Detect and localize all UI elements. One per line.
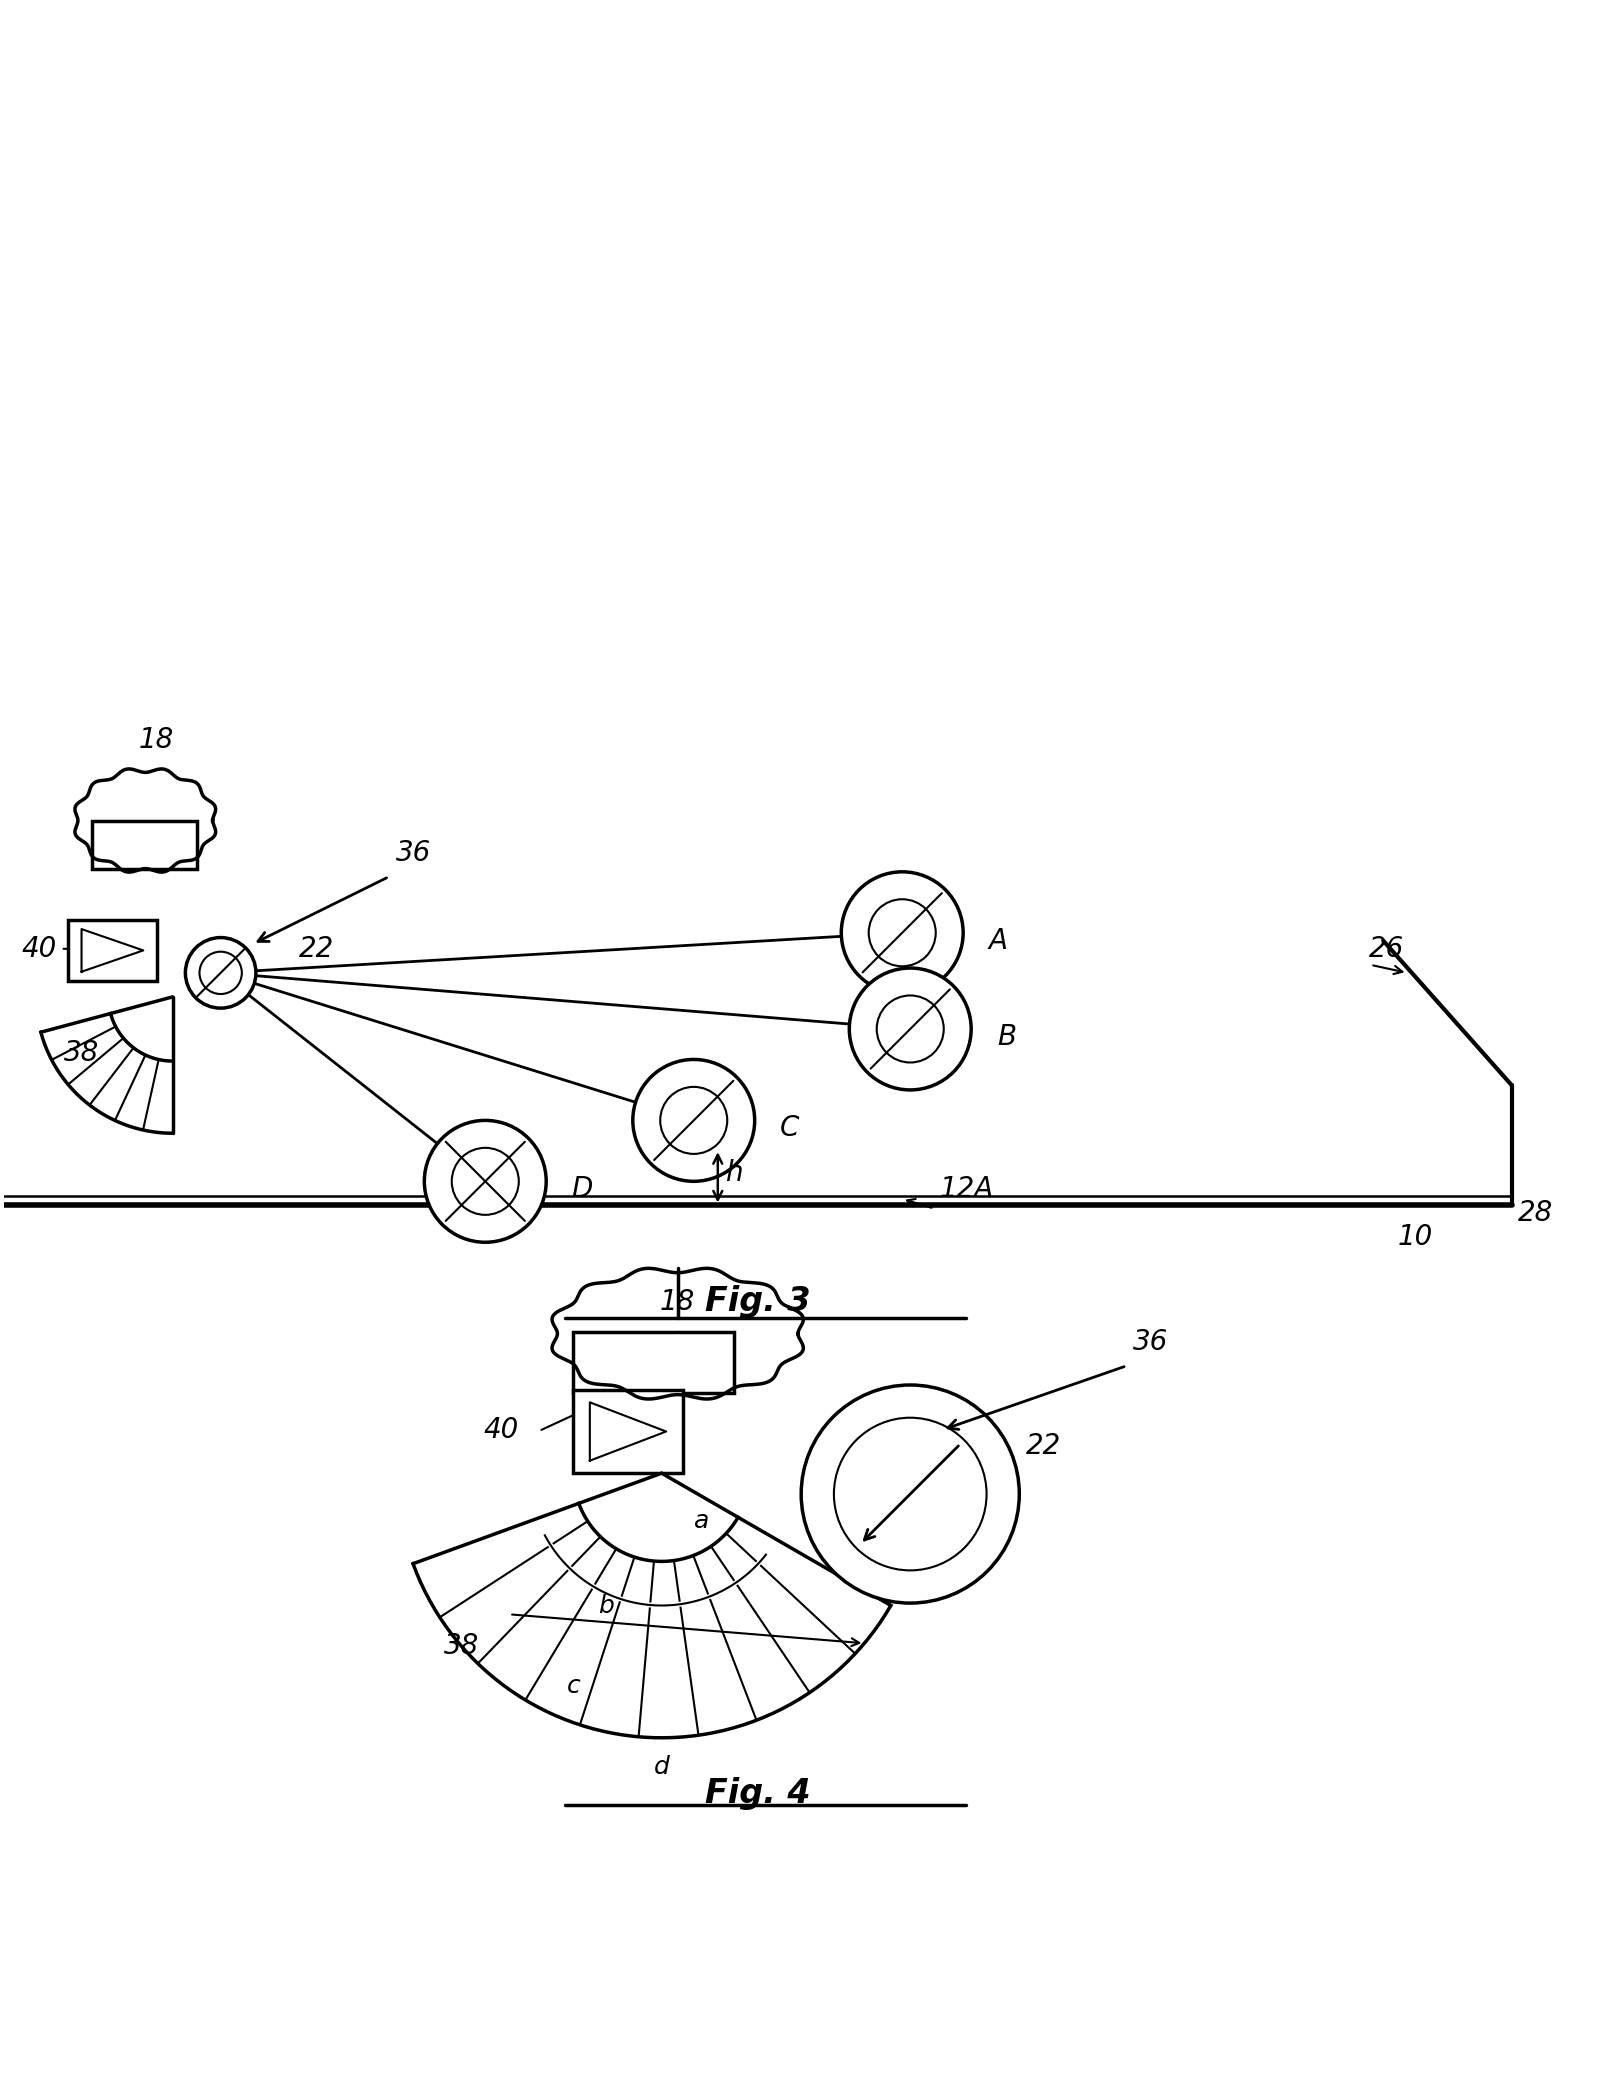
Text: 38: 38: [443, 1632, 479, 1661]
Circle shape: [634, 1060, 754, 1182]
Bar: [574, 1390, 682, 1473]
Text: 38: 38: [63, 1039, 98, 1066]
Circle shape: [801, 1385, 1019, 1603]
Text: 12A: 12A: [940, 1176, 993, 1203]
Bar: [92, 821, 197, 869]
Text: 18: 18: [139, 726, 174, 755]
Circle shape: [451, 1147, 519, 1215]
Circle shape: [841, 871, 962, 993]
Text: 36: 36: [395, 838, 430, 867]
Text: 22: 22: [300, 935, 335, 962]
Text: b: b: [598, 1595, 614, 1618]
Circle shape: [200, 952, 242, 993]
Text: h: h: [725, 1159, 743, 1186]
Text: c: c: [566, 1674, 580, 1699]
Text: 10: 10: [1398, 1224, 1433, 1251]
Text: d: d: [654, 1755, 669, 1779]
Polygon shape: [40, 998, 172, 1132]
Text: 40: 40: [484, 1417, 519, 1444]
Text: a: a: [695, 1510, 709, 1533]
Polygon shape: [111, 998, 172, 1062]
Text: C: C: [780, 1114, 800, 1143]
Text: 22: 22: [1025, 1431, 1061, 1460]
Text: 18: 18: [659, 1288, 695, 1315]
Text: 40: 40: [23, 935, 56, 962]
Polygon shape: [413, 1473, 891, 1738]
Text: Fig. 4: Fig. 4: [704, 1777, 811, 1811]
Bar: [574, 1332, 733, 1394]
Bar: [68, 921, 156, 981]
Text: 26: 26: [1369, 935, 1404, 962]
Circle shape: [185, 937, 256, 1008]
Text: D: D: [571, 1176, 592, 1203]
Text: B: B: [996, 1022, 1016, 1052]
Text: 28: 28: [1519, 1199, 1554, 1228]
Circle shape: [833, 1419, 987, 1570]
Text: A: A: [988, 927, 1008, 954]
Text: 36: 36: [1133, 1327, 1169, 1356]
Circle shape: [661, 1087, 727, 1153]
Circle shape: [877, 996, 943, 1062]
Circle shape: [869, 900, 935, 966]
Polygon shape: [579, 1473, 738, 1562]
Circle shape: [424, 1120, 546, 1242]
Circle shape: [850, 969, 970, 1091]
Text: Fig. 3: Fig. 3: [704, 1286, 811, 1319]
